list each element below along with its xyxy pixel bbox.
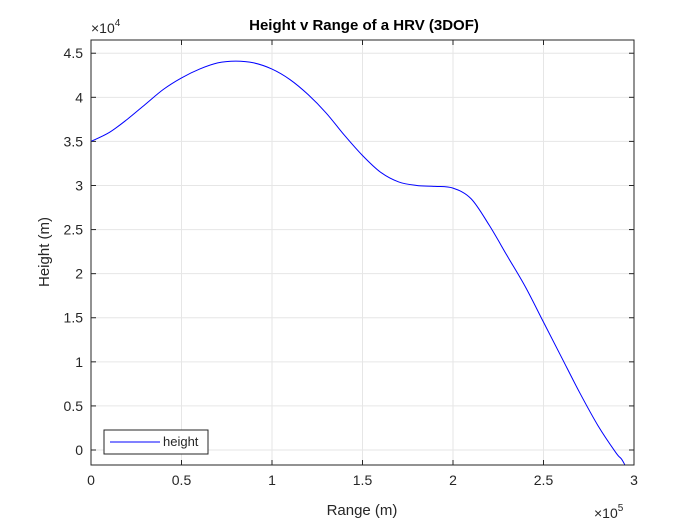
x-tick-label: 3 [630, 472, 638, 488]
y-tick-label: 2.5 [64, 222, 84, 238]
x-tick-label: 2.5 [534, 472, 554, 488]
x-tick-label: 0 [87, 472, 95, 488]
chart-title: Height v Range of a HRV (3DOF) [249, 17, 479, 34]
y-tick-label: 3 [75, 177, 83, 193]
plot-frame [90, 39, 635, 466]
y-tick-label: 0 [75, 442, 83, 458]
x-tick-label: 2 [449, 472, 457, 488]
series-line-height [90, 60, 626, 466]
y-axis-label: Height (m) [36, 217, 53, 287]
y-axis-ticks: 0 0.5 1 1.5 2 2.5 3 3.5 4 4.5 [64, 45, 634, 458]
y-tick-label: 1.5 [64, 310, 84, 326]
series-layer [90, 60, 626, 466]
legend-label-height: height [163, 434, 199, 449]
y-tick-label: 1 [75, 354, 83, 370]
y-tick-label: 3.5 [64, 133, 84, 149]
y-tick-label: 2 [75, 266, 83, 282]
y-tick-label: 4.5 [64, 45, 84, 61]
x-tick-label: 1 [268, 472, 276, 488]
legend[interactable]: height [103, 429, 209, 455]
x-tick-label: 0.5 [172, 472, 192, 488]
y-tick-label: 0.5 [64, 398, 84, 414]
x-exponent-label: ×105 [594, 503, 624, 521]
y-tick-label: 4 [75, 89, 83, 105]
y-exponent-label: ×104 [91, 18, 121, 36]
x-axis-label: Range (m) [327, 502, 398, 519]
x-tick-label: 1.5 [353, 472, 373, 488]
